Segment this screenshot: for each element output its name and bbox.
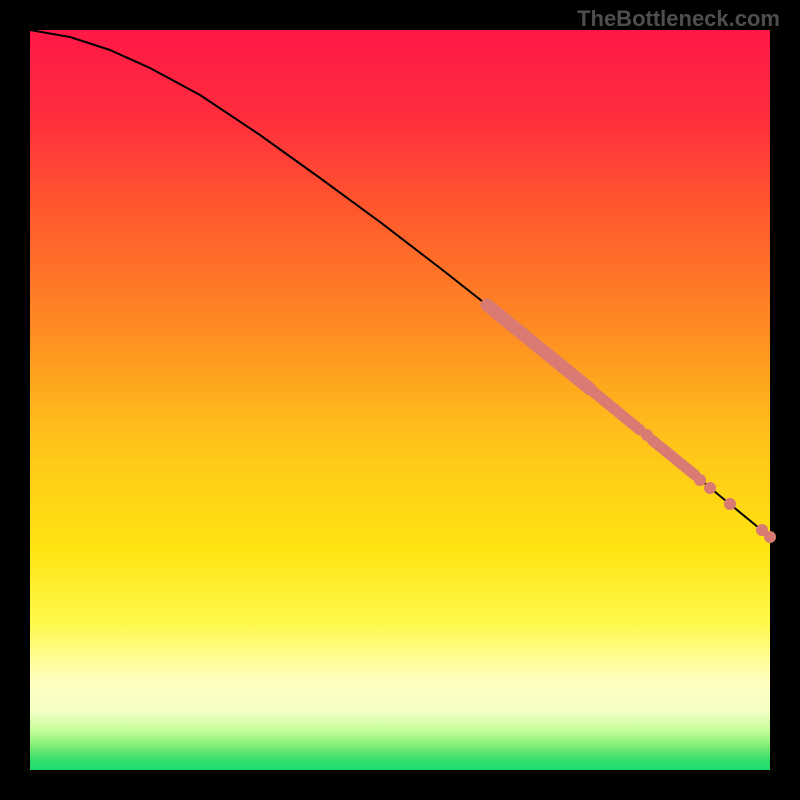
- plot-area: [30, 30, 770, 770]
- watermark-label: TheBottleneck.com: [577, 6, 780, 32]
